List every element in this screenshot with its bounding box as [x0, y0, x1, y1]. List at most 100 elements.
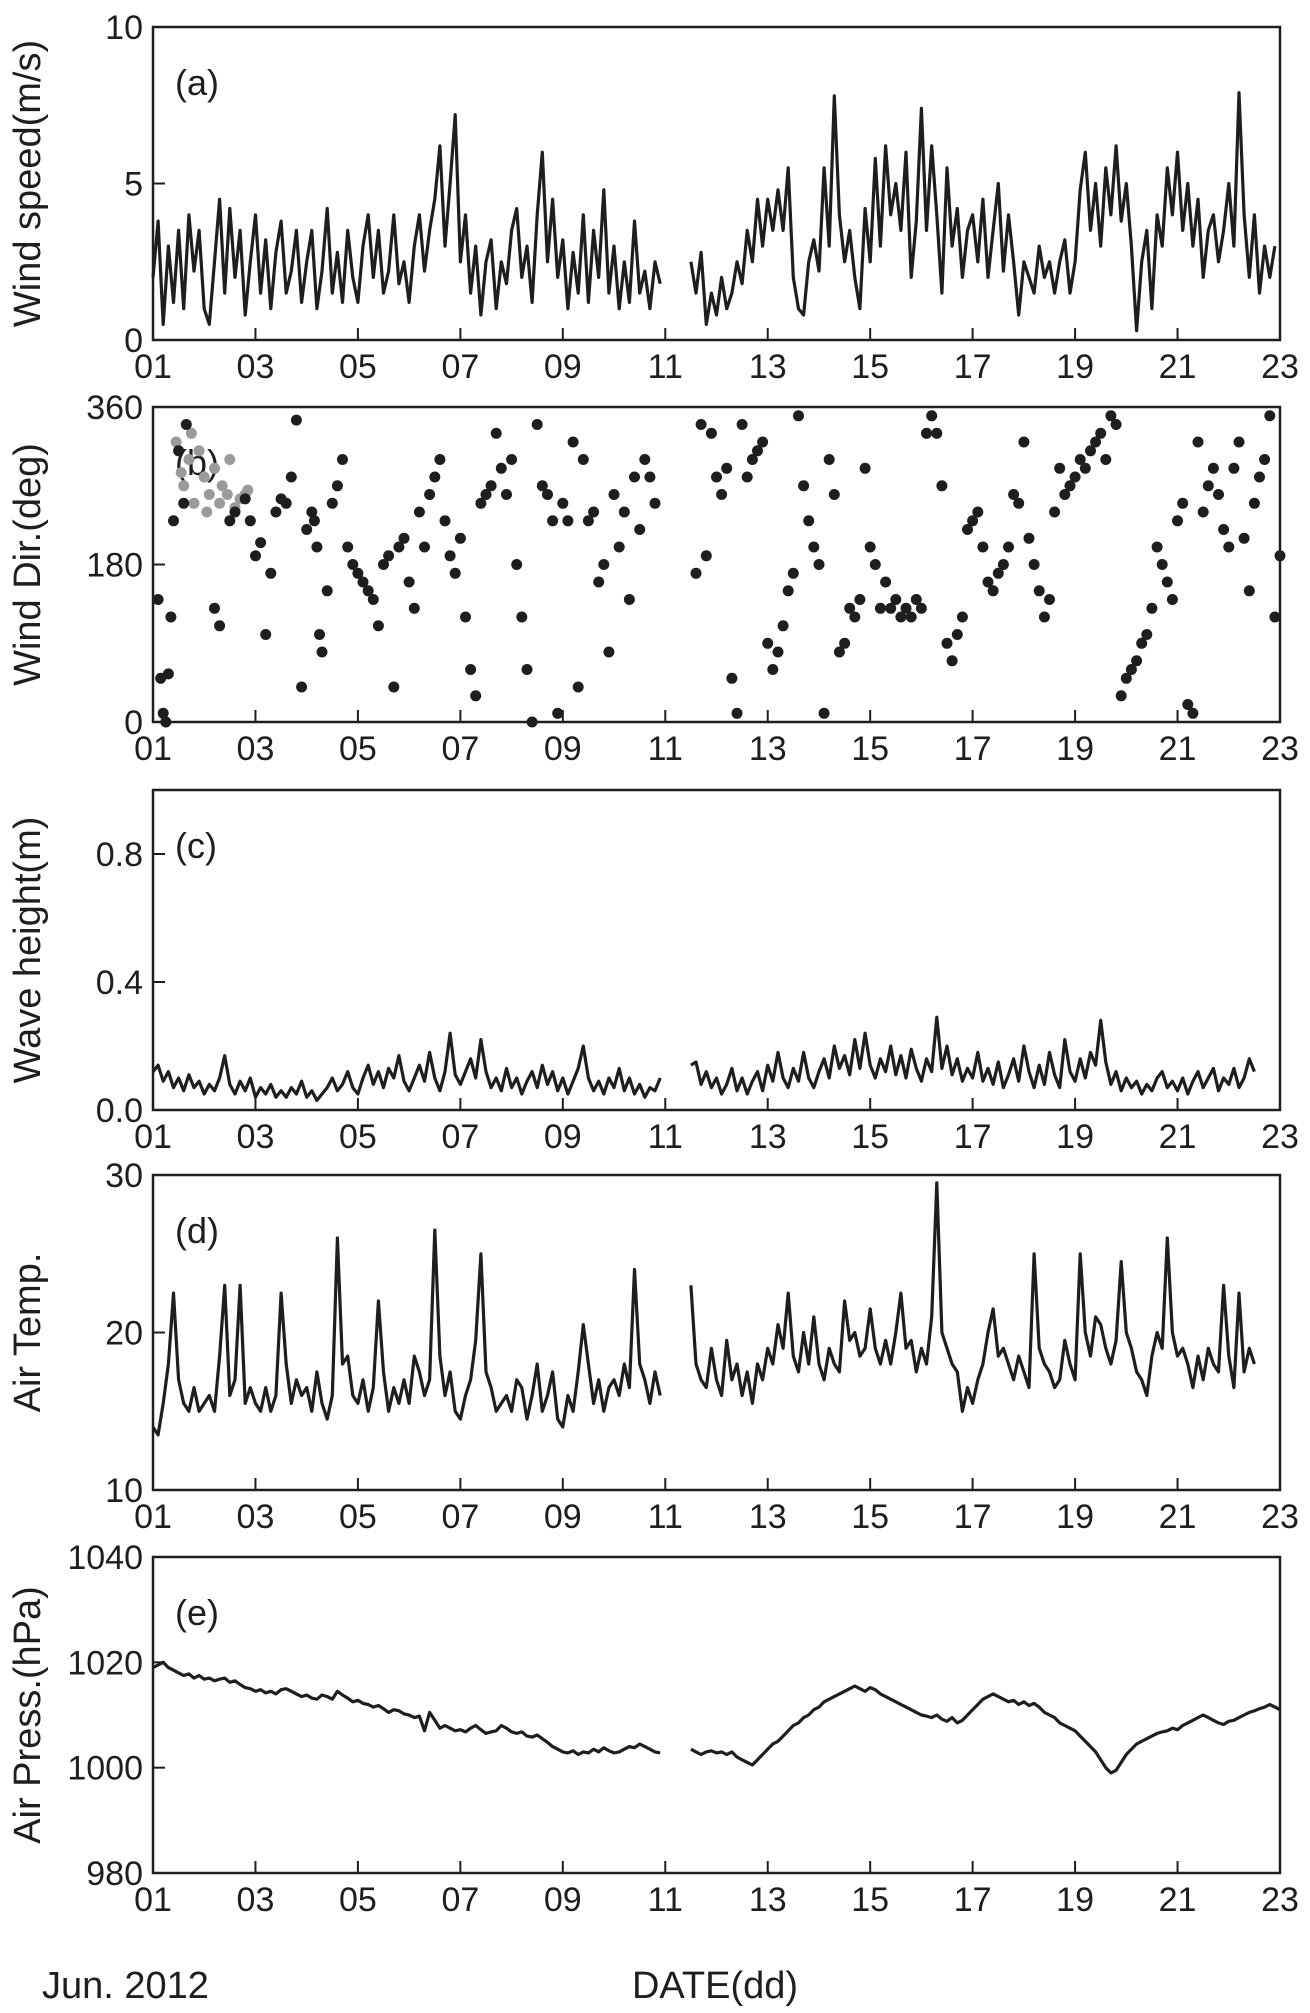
series-line — [152, 1660, 661, 1757]
data-point — [372, 620, 384, 632]
data-point — [224, 454, 236, 465]
data-point — [331, 480, 343, 492]
x-tick-label: 13 — [749, 1881, 787, 1919]
data-point — [762, 637, 774, 649]
data-point — [296, 681, 308, 693]
x-tick-label: 03 — [237, 1498, 275, 1536]
x-tick-label: 03 — [237, 1881, 275, 1919]
data-point — [180, 419, 192, 430]
data-point — [1274, 550, 1286, 562]
data-point — [1172, 515, 1183, 527]
data-point — [162, 668, 174, 680]
data-point — [1197, 506, 1209, 518]
month-label: Jun. 2012 — [42, 1965, 209, 2007]
x-tick-label: 07 — [441, 730, 479, 768]
data-point — [1146, 602, 1158, 614]
data-point — [1238, 532, 1250, 544]
x-tick-label: 05 — [339, 1118, 377, 1156]
x-tick-label: 03 — [237, 730, 275, 768]
data-point — [859, 462, 871, 474]
x-tick-label: 05 — [339, 348, 377, 386]
data-point — [485, 480, 497, 492]
data-point — [977, 541, 989, 553]
data-point — [173, 445, 185, 457]
data-point — [711, 471, 722, 483]
data-point — [572, 681, 584, 693]
data-point — [536, 480, 548, 492]
data-point — [746, 454, 758, 465]
data-point — [501, 489, 512, 500]
x-tick-label: 01 — [134, 1498, 172, 1536]
data-point — [216, 480, 228, 492]
data-point — [270, 506, 282, 518]
data-point — [1064, 480, 1076, 492]
data-point — [1018, 436, 1030, 448]
data-point — [1166, 594, 1178, 605]
data-point — [1003, 541, 1014, 553]
data-point — [931, 427, 943, 439]
data-point — [490, 427, 502, 439]
data-point — [644, 471, 656, 483]
x-tick-label: 13 — [749, 1118, 787, 1156]
data-point — [839, 637, 851, 649]
data-point — [844, 602, 856, 614]
data-point — [201, 506, 213, 518]
data-point — [280, 497, 292, 509]
data-point — [649, 497, 661, 509]
data-point — [992, 567, 1004, 579]
data-point — [1100, 454, 1112, 465]
y-axis-label: Wave height(m) — [7, 817, 49, 1084]
data-point — [383, 550, 395, 562]
data-point — [419, 541, 430, 553]
data-point — [972, 506, 984, 518]
x-tick-label: 21 — [1159, 348, 1197, 386]
data-point — [1090, 436, 1102, 448]
data-point — [203, 489, 215, 500]
plot-frame — [151, 405, 1282, 724]
x-tick-label: 23 — [1261, 1881, 1299, 1919]
data-point — [1248, 497, 1260, 509]
data-point — [885, 602, 897, 614]
x-tick-label: 07 — [441, 1498, 479, 1536]
data-point — [265, 567, 277, 579]
data-point — [1095, 427, 1107, 439]
data-point — [424, 489, 436, 500]
x-tick-label: 23 — [1261, 1118, 1299, 1156]
x-tick-label: 13 — [749, 1498, 787, 1536]
data-point — [388, 681, 400, 693]
data-point — [1243, 585, 1255, 597]
x-tick-label: 05 — [339, 730, 377, 768]
x-tick-label: 11 — [648, 730, 683, 768]
x-tick-label: 15 — [851, 730, 889, 768]
x-tick-label: 01 — [134, 1118, 172, 1156]
x-tick-label: 19 — [1056, 1118, 1094, 1156]
y-tick-label: 0 — [124, 322, 143, 360]
data-point — [823, 454, 835, 465]
x-tick-label: 09 — [544, 1118, 582, 1156]
data-point — [1223, 541, 1235, 553]
data-point — [165, 611, 177, 623]
data-point — [757, 436, 769, 448]
data-point — [1192, 436, 1204, 448]
x-tick-label: 05 — [339, 1881, 377, 1919]
x-tick-label: 21 — [1159, 1881, 1197, 1919]
data-point — [1207, 462, 1219, 474]
panel-tag: (c) — [175, 825, 217, 866]
data-point — [910, 594, 922, 605]
data-point — [495, 462, 507, 474]
data-point — [705, 427, 717, 439]
data-point — [639, 454, 651, 465]
y-tick-label: 5 — [124, 166, 143, 204]
data-point — [342, 541, 354, 553]
data-point — [470, 690, 482, 702]
data-point — [880, 576, 892, 588]
data-point — [526, 716, 538, 728]
data-point — [321, 585, 333, 597]
x-tick-label: 23 — [1261, 348, 1299, 386]
data-point — [1115, 690, 1127, 702]
data-point — [239, 493, 251, 505]
data-point — [306, 506, 318, 518]
data-point — [255, 537, 267, 549]
x-tick-label: 17 — [954, 1498, 992, 1536]
data-point — [449, 567, 461, 579]
